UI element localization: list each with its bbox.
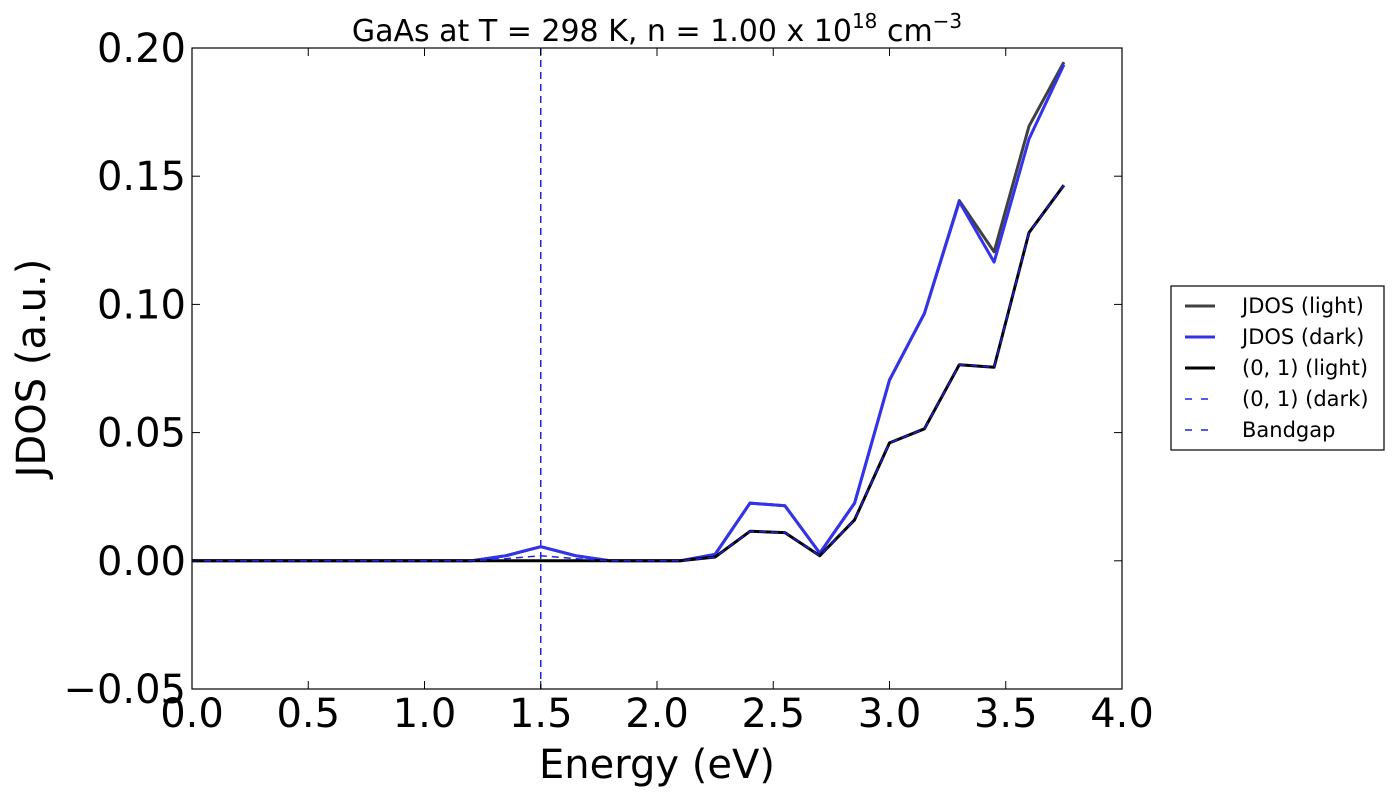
series-line-jdos-light bbox=[192, 61, 1066, 563]
x-tick-label: 1.0 bbox=[393, 691, 457, 737]
y-tick-label: 0.00 bbox=[97, 539, 186, 585]
y-tick-label: 0.20 bbox=[97, 26, 186, 72]
x-tick-label: 3.0 bbox=[858, 691, 922, 737]
legend: JDOS (light) JDOS (dark) (0, 1) (light) (0,… bbox=[1170, 285, 1385, 451]
x-tick-label: 2.5 bbox=[741, 691, 805, 737]
legend-label: JDOS (dark) bbox=[1240, 325, 1364, 349]
x-tick-label: 0.0 bbox=[160, 691, 224, 737]
x-tick-label: 2.0 bbox=[625, 691, 689, 737]
x-tick-label: 0.5 bbox=[276, 691, 340, 737]
legend-label: (0, 1) (light) bbox=[1242, 356, 1368, 380]
x-tick-label: 3.5 bbox=[974, 691, 1038, 737]
chart-title: GaAs at T = 298 K, n = 1.00 x 1018 cm−3 bbox=[352, 9, 962, 49]
legend-label: (0, 1) (dark) bbox=[1242, 387, 1369, 411]
y-axis-title: JDOS (a.u.) bbox=[9, 259, 55, 481]
plot-frame bbox=[191, 47, 1123, 690]
series-line-0-1-dark bbox=[192, 184, 1065, 562]
y-tick-label: −0.05 bbox=[63, 667, 186, 713]
axis-ticks: 0.0 0.5 1.0 1.5 2.0 2.5 3.0 3.5 4.0 −0.05 0.00 0.05… bbox=[63, 26, 1153, 737]
x-axis-title: Energy (eV) bbox=[539, 742, 775, 788]
x-tick-label: 4.0 bbox=[1090, 691, 1154, 737]
legend-label: JDOS (light) bbox=[1240, 294, 1364, 318]
legend-label: Bandgap bbox=[1242, 418, 1335, 442]
y-tick-label: 0.10 bbox=[97, 282, 186, 328]
y-tick-label: 0.15 bbox=[97, 154, 186, 200]
series-line-jdos-dark bbox=[192, 64, 1066, 563]
y-tick-label: 0.05 bbox=[97, 411, 186, 457]
x-tick-label: 1.5 bbox=[509, 691, 573, 737]
plot-area bbox=[192, 48, 1066, 689]
series-line-0-1-light bbox=[192, 184, 1066, 563]
